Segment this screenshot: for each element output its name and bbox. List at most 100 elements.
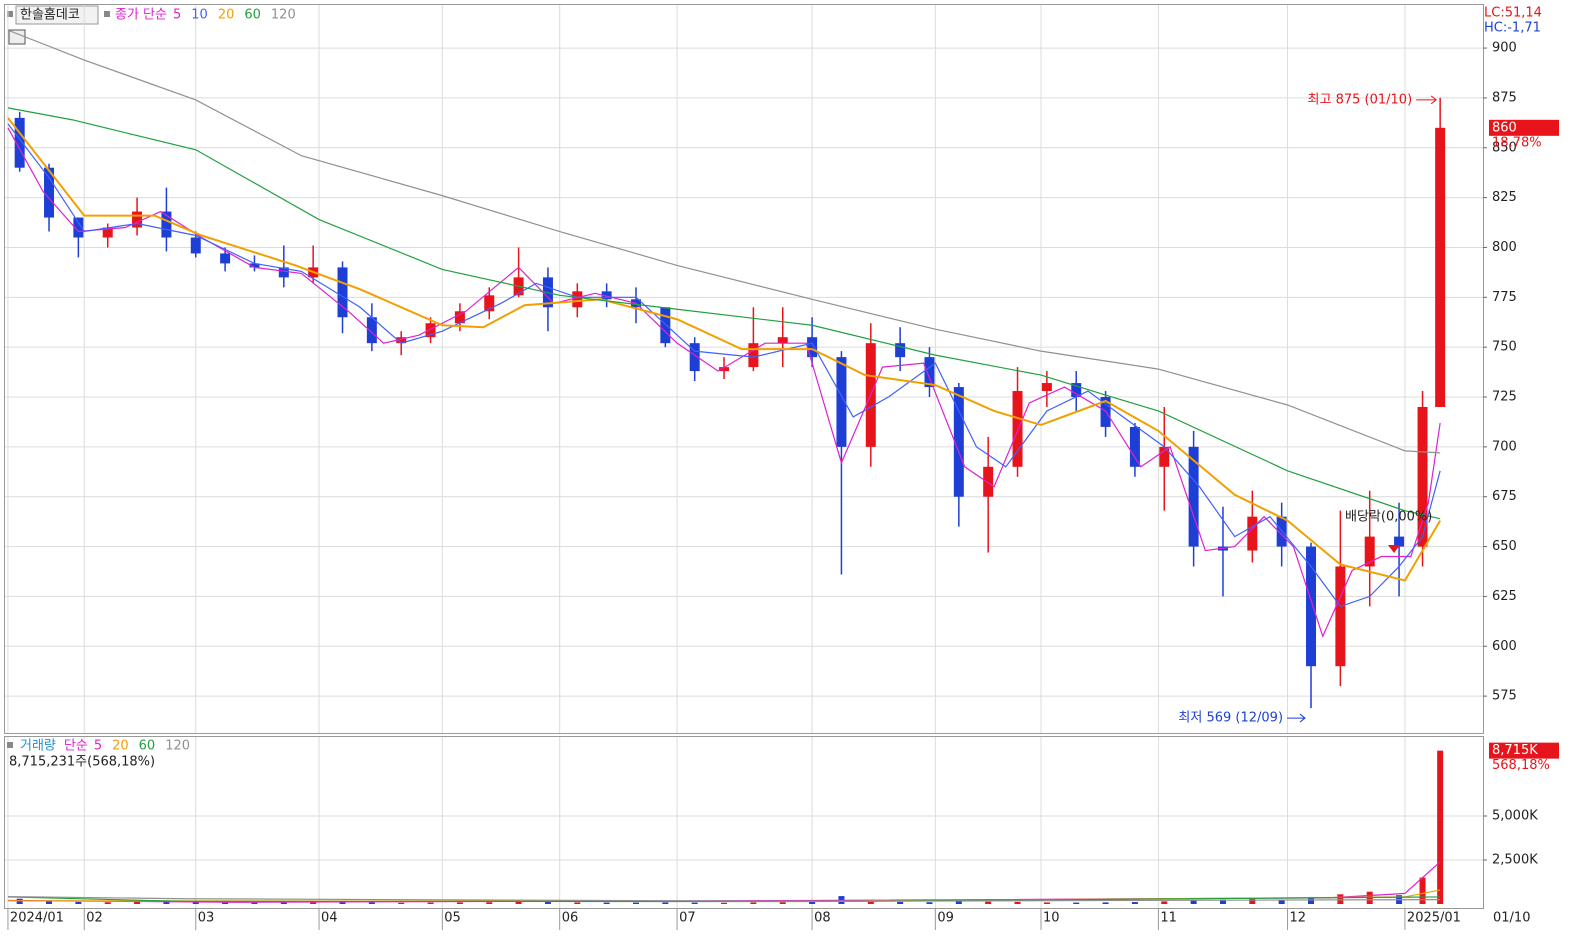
volume-bar: [1278, 899, 1285, 904]
volume-panel: [4, 736, 1484, 909]
y-tick-label: 875: [1492, 90, 1517, 105]
volume-bar: [779, 902, 786, 904]
volume-bar: [222, 902, 229, 904]
volume-bar: [955, 901, 962, 904]
volume-bar: [368, 902, 375, 904]
candle-body: [484, 295, 495, 312]
volume-bar: [1337, 894, 1344, 904]
moving-average: [7, 127, 1441, 638]
x-tick-label: 10: [1043, 911, 1060, 926]
candle-body: [249, 263, 260, 268]
candle-body: [454, 311, 465, 324]
x-tick-label: 12: [1290, 911, 1307, 926]
candle-body: [601, 291, 612, 300]
hc-label: HC:-1,71: [1484, 21, 1541, 36]
y-tick-label: 625: [1492, 589, 1517, 604]
volume-bar: [574, 902, 581, 904]
volume-bar: [662, 902, 669, 904]
moving-average: [7, 117, 1442, 582]
volume-bar: [134, 900, 141, 904]
volume-bar: [251, 902, 258, 904]
volume-bar: [1190, 900, 1197, 904]
candle-body: [1394, 536, 1405, 547]
volume-bar: [1131, 902, 1138, 904]
volume-bar: [515, 901, 522, 904]
y-tick-label: 900: [1492, 41, 1517, 56]
candle-body: [1159, 446, 1170, 467]
candle-body: [1335, 566, 1346, 667]
dividend-label: 배당락(0,00%): [1345, 510, 1432, 525]
candle-body: [161, 211, 172, 238]
volume-bar: [75, 901, 82, 904]
y-tick-label: 600: [1492, 639, 1517, 654]
y-tick-label: 800: [1492, 240, 1517, 255]
volume-bar: [603, 902, 610, 904]
icon: [7, 742, 13, 748]
candle-body: [73, 217, 84, 238]
x-tick-label: 2025/01: [1407, 911, 1461, 926]
x-tick-label: 08: [814, 911, 831, 926]
candle-body: [777, 337, 788, 344]
x-tick-label: 02: [86, 911, 103, 926]
moving-average: [7, 29, 1441, 454]
high-arrow: [1416, 95, 1437, 105]
low-arrow: [1287, 713, 1306, 723]
volume-bar: [544, 902, 551, 904]
stock-box[interactable]: [15, 5, 99, 25]
y-tick-label: 650: [1492, 539, 1517, 554]
candle-body: [44, 167, 55, 218]
volume-bar: [1219, 899, 1226, 904]
candle-body: [396, 337, 407, 344]
legend-entry: 20: [218, 8, 235, 23]
price-marker: 860: [1492, 120, 1517, 135]
volume-bar: [750, 902, 757, 904]
x-tick-label: 11: [1160, 911, 1177, 926]
candle-body: [366, 317, 377, 344]
candle-body: [1435, 127, 1446, 407]
candle-body: [1306, 546, 1317, 667]
icon: [104, 11, 110, 17]
volume-bar: [1249, 898, 1256, 904]
volume-bar: [104, 902, 111, 904]
y-tick-label: 850: [1492, 140, 1517, 155]
volume-bar: [46, 901, 53, 904]
volume-bar: [1161, 901, 1168, 904]
y-tick-label: 675: [1492, 489, 1517, 504]
volume-bar: [339, 902, 346, 904]
candle-body: [836, 357, 847, 447]
candle-body: [220, 253, 231, 264]
candle-body: [572, 291, 583, 308]
lc-label: LC:51,14: [1484, 6, 1542, 21]
volume-bar: [1437, 750, 1444, 904]
moving-average: [7, 107, 1441, 520]
volume-bar: [809, 901, 816, 904]
legend-label: 단순: [64, 739, 88, 754]
candle-body: [689, 343, 700, 372]
candle-body: [895, 343, 906, 358]
volume-bar: [427, 902, 434, 904]
volume-average: [7, 896, 1441, 903]
volume-bar: [486, 902, 493, 904]
stock-name: 한솔홈데코: [20, 8, 80, 23]
x-tick-label: 07: [679, 911, 696, 926]
legend-entry: 120: [165, 739, 190, 754]
x-tick-label: 04: [321, 911, 338, 926]
volume-bar: [310, 901, 317, 904]
candle-body: [190, 237, 201, 254]
volume-bar: [1014, 901, 1021, 904]
volume-bar: [721, 902, 728, 904]
low-label: 최저 569 (12/09): [1178, 711, 1283, 726]
y-tick-label: 700: [1492, 439, 1517, 454]
volume-average: [7, 896, 1441, 902]
legend-entry: 60: [244, 8, 261, 23]
candle-body: [1071, 383, 1082, 398]
price-box: [1489, 119, 1559, 136]
icon: [7, 11, 13, 17]
volume-bar: [632, 902, 639, 904]
candle-body: [748, 343, 759, 368]
volume-marker: 8,715K: [1492, 743, 1538, 758]
volume-bar: [398, 902, 405, 904]
volume-box: [1489, 742, 1559, 759]
volume-bar: [280, 902, 287, 904]
